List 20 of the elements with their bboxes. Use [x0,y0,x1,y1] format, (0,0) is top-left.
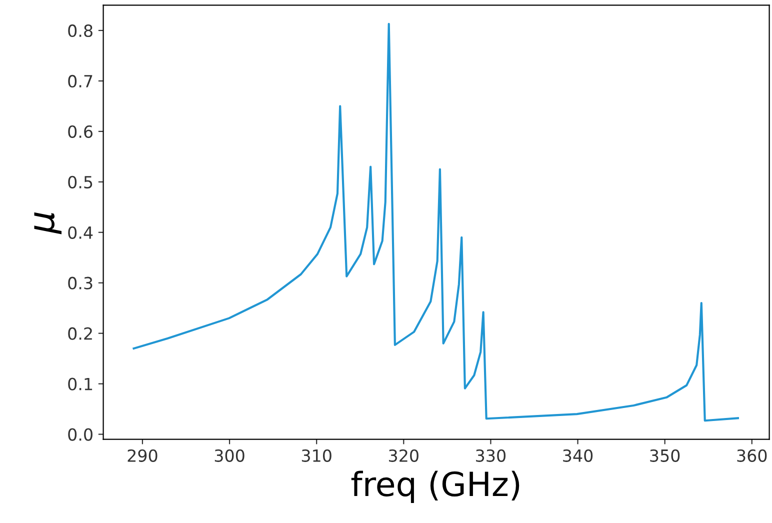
y-tick-label: 0.7 [68,74,92,88]
y-tick-label: 0.8 [68,24,92,38]
y-tick-label: 0.4 [68,226,93,239]
y-axis-title: μ [34,212,62,234]
y-tick-label: 0.3 [68,276,92,290]
x-tick-label: 360 [737,449,767,462]
y-tick-label: 0.0 [68,428,92,441]
x-tick-label: 340 [563,449,593,462]
y-tick-label: 0.2 [68,327,92,340]
x-tick-label: 350 [650,449,680,462]
x-tick-label: 330 [476,449,506,462]
x-tick-label: 320 [389,449,418,462]
x-tick-label: 300 [214,449,244,462]
x-axis-title: freq (GHz) [351,470,520,503]
x-tick-label: 290 [128,449,158,462]
y-tick-label: 0.1 [68,378,92,390]
line-series [132,22,739,422]
y-tick-label: 0.5 [68,176,92,188]
x-tick-label: 310 [302,449,332,462]
y-tick-label: 0.6 [68,125,93,138]
